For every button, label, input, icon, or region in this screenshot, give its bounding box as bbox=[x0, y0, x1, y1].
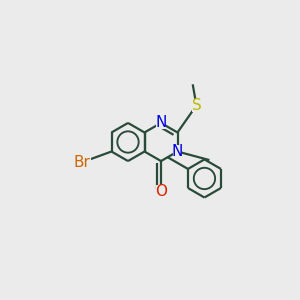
Bar bbox=[156, 185, 166, 198]
Bar bbox=[74, 156, 91, 169]
Text: N: N bbox=[172, 144, 183, 159]
Bar bbox=[156, 116, 166, 129]
Bar bbox=[192, 99, 201, 112]
Text: N: N bbox=[155, 116, 167, 130]
Bar bbox=[173, 145, 182, 158]
Text: O: O bbox=[155, 184, 167, 199]
Text: S: S bbox=[192, 98, 201, 113]
Text: Br: Br bbox=[74, 155, 91, 170]
